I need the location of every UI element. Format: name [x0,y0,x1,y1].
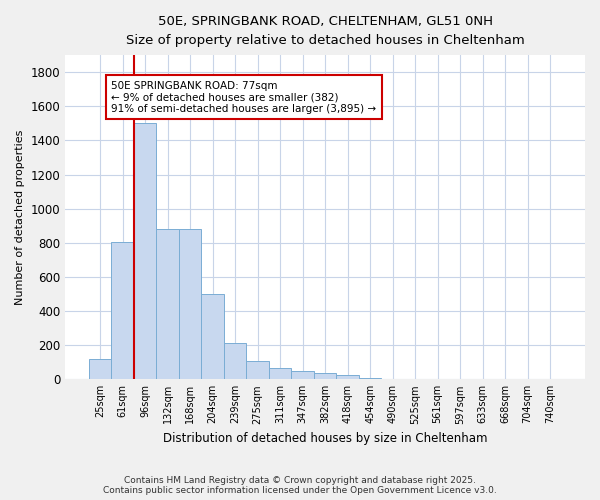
Bar [134,124,157,380]
Bar [292,371,314,380]
Bar [359,378,382,380]
Text: Contains HM Land Registry data © Crown copyright and database right 2025.
Contai: Contains HM Land Registry data © Crown c… [103,476,497,495]
Bar [157,229,179,380]
Text: 50E SPRINGBANK ROAD: 77sqm
← 9% of detached houses are smaller (382)
91% of semi: 50E SPRINGBANK ROAD: 77sqm ← 9% of detac… [111,80,376,114]
Title: 50E, SPRINGBANK ROAD, CHELTENHAM, GL51 0NH
Size of property relative to detached: 50E, SPRINGBANK ROAD, CHELTENHAM, GL51 0… [126,15,524,47]
Bar [179,229,202,380]
Bar [224,344,247,380]
Y-axis label: Number of detached properties: Number of detached properties [15,130,25,305]
Bar [337,375,359,380]
Bar [314,374,337,380]
Bar [247,360,269,380]
Bar [111,242,134,380]
Bar [269,368,292,380]
Bar [89,359,111,380]
X-axis label: Distribution of detached houses by size in Cheltenham: Distribution of detached houses by size … [163,432,487,445]
Bar [202,294,224,380]
